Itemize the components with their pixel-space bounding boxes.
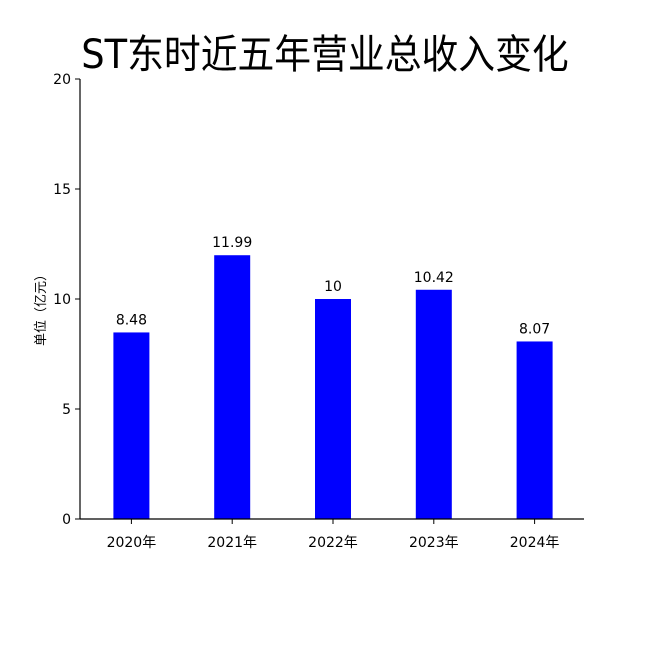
x-tick-label: 2023年 [409,535,459,551]
data-label: 10 [324,279,342,295]
y-tick-label: 0 [62,512,71,528]
data-label: 8.07 [519,321,550,337]
y-tick-label: 5 [62,402,71,418]
data-label: 11.99 [212,235,252,251]
y-axis-ticks: 0 5 10 15 20 [53,72,80,528]
x-tick-label: 2022年 [308,535,358,551]
y-tick-label: 10 [53,292,71,308]
bar [113,332,150,519]
x-tick-label: 2021年 [207,535,257,551]
bar [415,289,452,519]
chart-title: ST东时近五年营业总收入变化 [81,32,569,78]
bars [113,255,553,519]
data-label: 8.48 [116,312,147,328]
x-axis-ticks: 2020年 2021年 2022年 2023年 2024年 [107,519,560,551]
y-tick-label: 15 [53,182,71,198]
bar [315,299,351,519]
data-label: 10.42 [414,270,454,286]
y-axis-title: 单位（亿元） [34,268,49,346]
x-tick-label: 2020年 [107,535,157,551]
bar [516,341,553,519]
y-tick-label: 20 [53,72,71,88]
data-labels: 8.48 11.99 10 10.42 8.07 [116,235,550,337]
bar [214,255,251,519]
x-tick-label: 2024年 [510,535,560,551]
